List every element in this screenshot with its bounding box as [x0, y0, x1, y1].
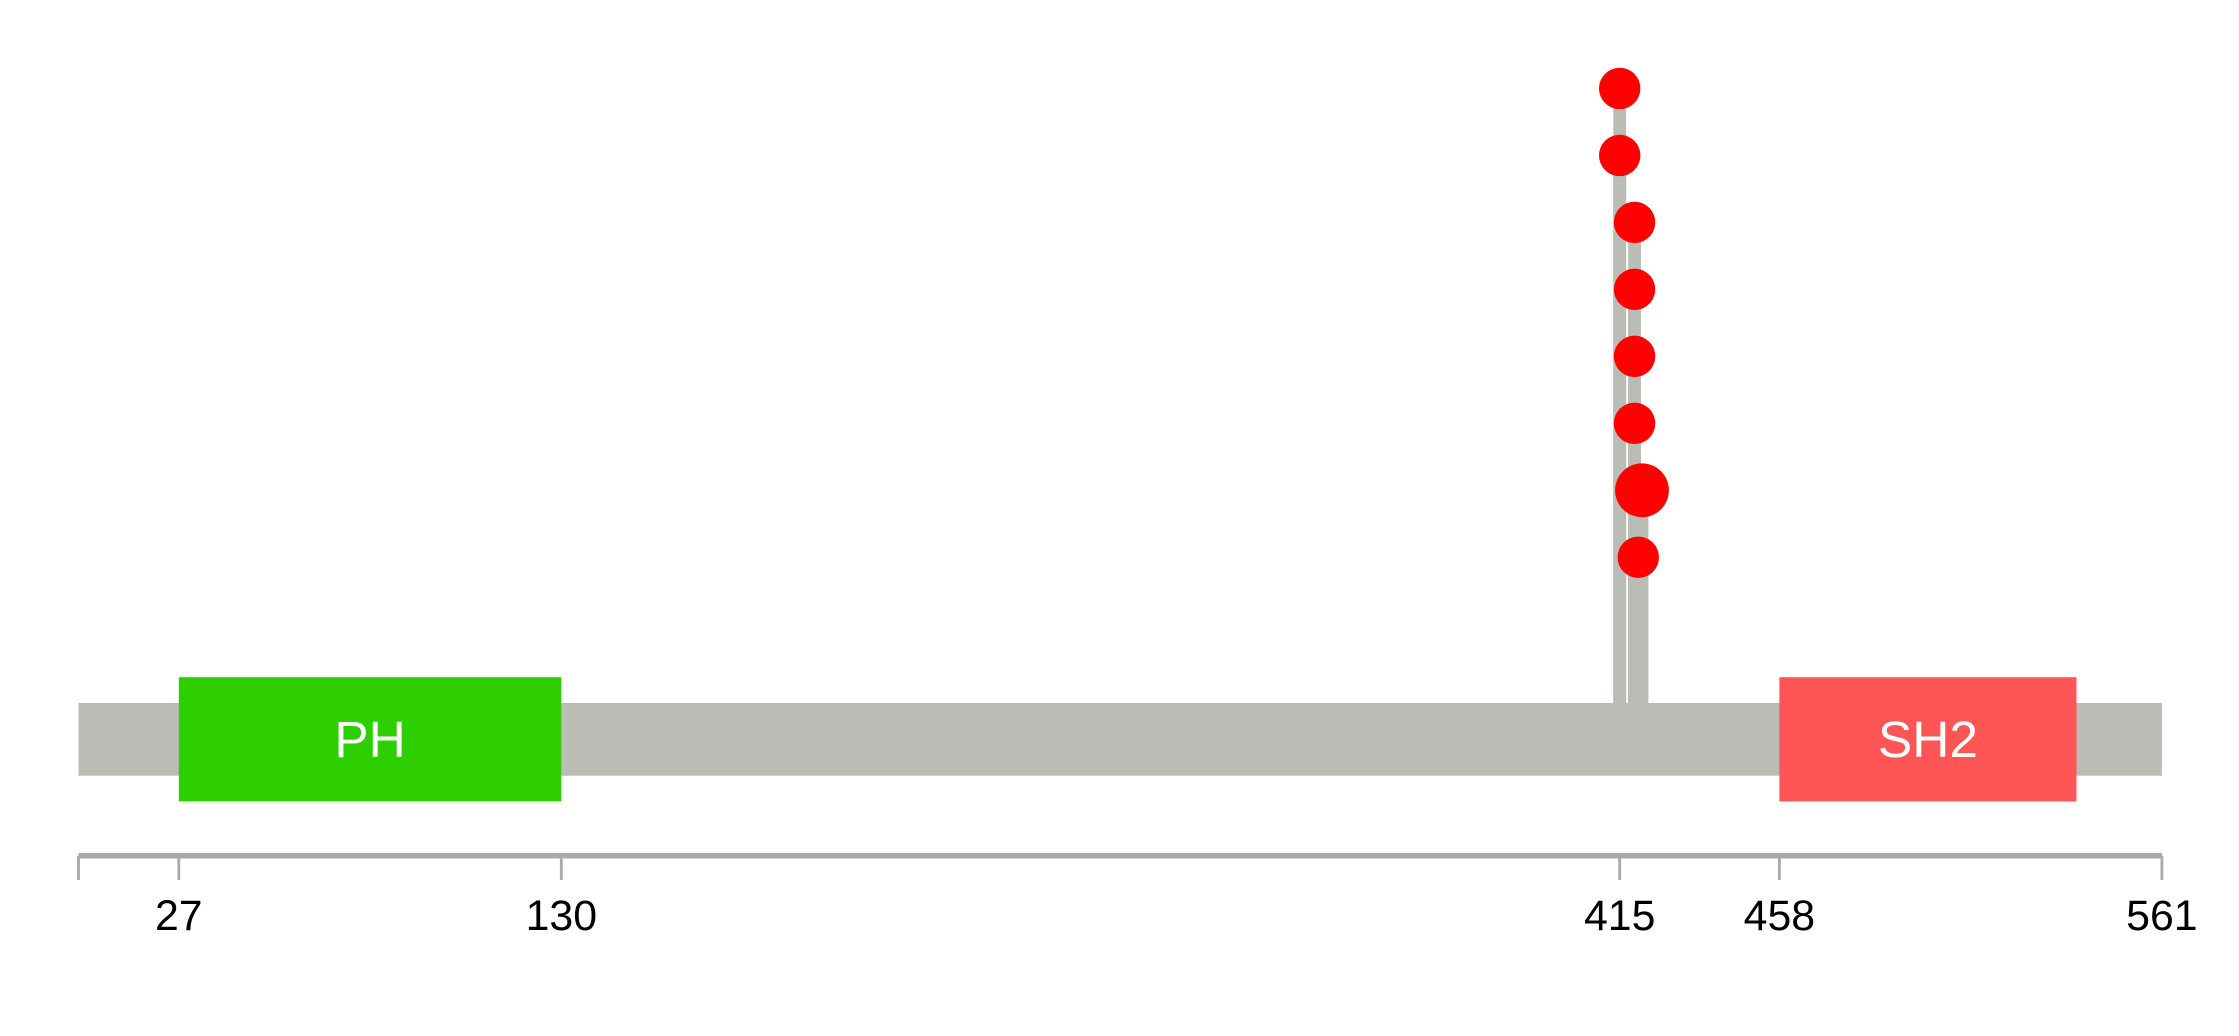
mutation-stems [1613, 88, 1649, 703]
axis-tick-label: 458 [1744, 892, 1815, 940]
axis-tick-label: 27 [155, 892, 203, 940]
axis-tick-label: 561 [2126, 892, 2197, 940]
mutation-dot[interactable] [1615, 463, 1669, 518]
domains: PH SH2 [178, 677, 2077, 802]
mutation-dot[interactable] [1613, 402, 1656, 445]
mutation-dot[interactable] [1613, 201, 1656, 244]
mutation-dot[interactable] [1613, 335, 1656, 378]
mutation-dot[interactable] [1617, 536, 1659, 578]
mutation-dot[interactable] [1598, 67, 1641, 110]
axis-tick-label: 415 [1584, 892, 1655, 940]
domain-label: PH [334, 710, 405, 768]
mutation-dot[interactable] [1613, 268, 1656, 311]
domain-label: SH2 [1878, 710, 1978, 768]
domain-ph [178, 677, 562, 802]
mutation-dot[interactable] [1598, 134, 1641, 177]
position-axis: 27 130 415 458 561 [77, 852, 2198, 940]
mutation-dots [1598, 67, 1669, 578]
domain-sh2 [1779, 677, 2077, 802]
axis-tick-label: 130 [526, 892, 597, 940]
